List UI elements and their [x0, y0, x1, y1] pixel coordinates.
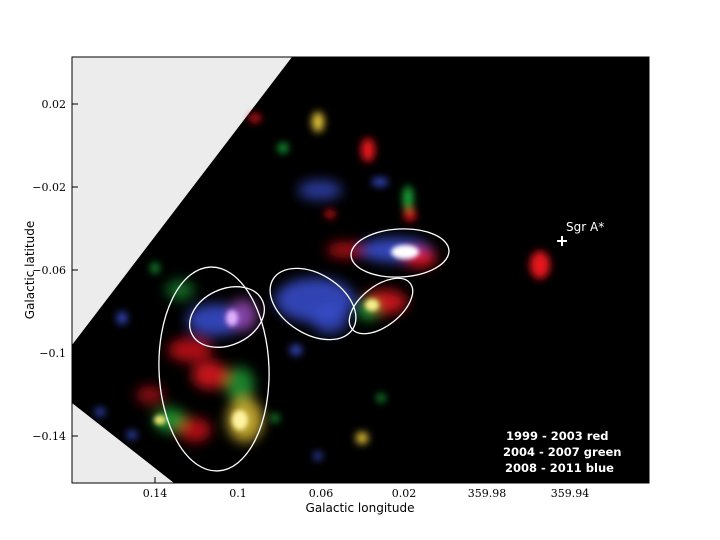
x-tick-label: 359.94 [551, 487, 590, 500]
legend-line-blue: 2008 - 2011 blue [505, 461, 614, 475]
x-tick-label: 0.02 [392, 487, 417, 500]
y-tick-labels: 0.02 −0.02 −0.06 −0.1 −0.14 [32, 98, 66, 443]
x-tick-label: 0.14 [143, 487, 168, 500]
legend-line-red: 1999 - 2003 red [506, 429, 609, 443]
x-tick-label: 0.1 [229, 487, 247, 500]
sgr-a-star-label: Sgr A* [566, 220, 604, 234]
x-tick-label: 359.98 [468, 487, 507, 500]
x-axis-title: Galactic longitude [306, 501, 415, 515]
legend-line-green: 2004 - 2007 green [503, 445, 622, 459]
y-axis-title: Galactic latitude [23, 221, 37, 319]
y-tick-label: −0.1 [39, 347, 66, 360]
y-tick-label: 0.02 [42, 98, 67, 111]
x-tick-label: 0.06 [309, 487, 334, 500]
x-tick-labels: 0.14 0.1 0.06 0.02 359.98 359.94 [143, 487, 590, 500]
y-tick-label: −0.06 [32, 264, 66, 277]
epoch-legend: 1999 - 2003 red 2004 - 2007 green 2008 -… [503, 429, 622, 475]
y-tick-label: −0.02 [32, 181, 66, 194]
y-tick-label: −0.14 [32, 430, 66, 443]
